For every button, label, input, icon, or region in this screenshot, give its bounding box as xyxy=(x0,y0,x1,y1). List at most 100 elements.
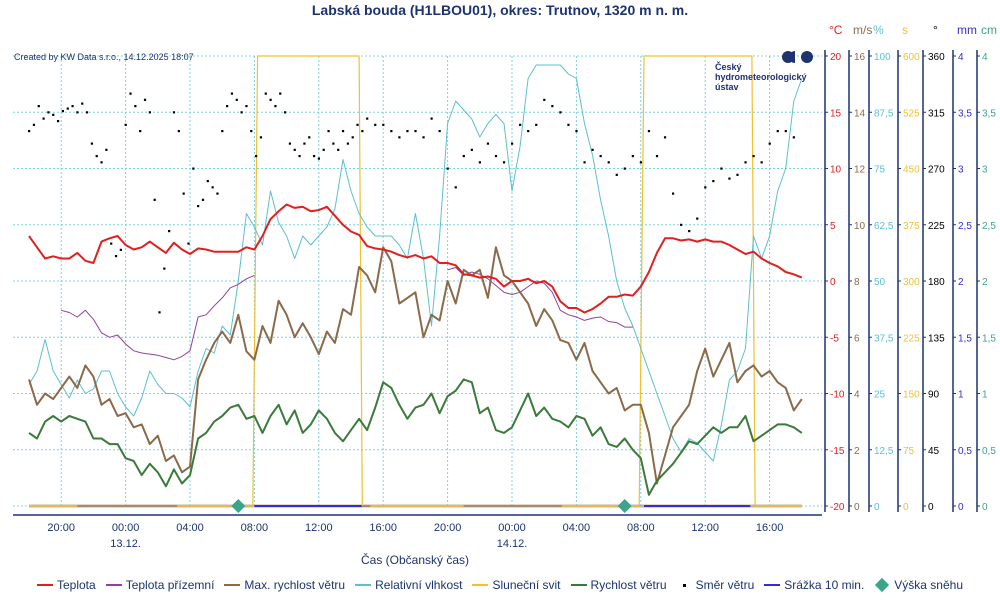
wind-direction-point xyxy=(293,148,296,151)
y-tick-label-wind: 6 xyxy=(854,333,860,344)
y-tick-label-precip: 3 xyxy=(958,165,964,176)
dot-icon xyxy=(682,583,686,587)
wind-direction-point xyxy=(575,130,578,133)
y-tick-label-rh: 37,5 xyxy=(874,333,894,344)
wind-direction-point xyxy=(47,111,50,114)
y-tick-label-dir: 360 xyxy=(928,52,945,63)
y-tick-label-dir: 225 xyxy=(928,221,945,232)
wind-direction-point xyxy=(351,136,354,139)
wind-direction-point xyxy=(288,142,292,145)
wind-direction-point xyxy=(567,123,570,126)
wind-direction-point xyxy=(71,105,74,108)
y-tick-label-temp: 5 xyxy=(830,221,836,232)
line-swatch-icon xyxy=(355,584,372,586)
y-tick-label-snow: 2 xyxy=(982,277,988,288)
wind-direction-point xyxy=(81,102,84,105)
wind-direction-point xyxy=(105,148,108,151)
legend-label: Rychlost větru xyxy=(590,578,667,592)
wind-direction-point xyxy=(720,167,723,170)
wind-direction-point xyxy=(438,130,441,133)
wind-direction-point xyxy=(28,130,31,133)
wind-direction-point xyxy=(201,198,205,201)
wind-direction-point xyxy=(559,111,562,114)
wind-direction-point xyxy=(502,161,506,164)
wind-direction-point xyxy=(158,311,161,314)
y-tick-label-sun: 525 xyxy=(903,108,920,119)
y-tick-label-wind: 8 xyxy=(854,277,860,288)
wind-direction-point xyxy=(259,136,263,139)
series-line-slune-n-svit xyxy=(29,55,802,507)
y-tick-label-rh: 50 xyxy=(874,277,886,288)
wind-direction-point xyxy=(129,92,132,95)
y-tick-label-wind: 10 xyxy=(854,221,866,232)
legend-item: Výška sněhu xyxy=(874,577,963,593)
snow-depth-marker xyxy=(617,499,632,513)
wind-direction-point xyxy=(279,92,282,95)
y-tick-label-rh: 12,5 xyxy=(874,446,894,457)
wind-direction-point xyxy=(322,148,325,151)
y-tick-label-temp: 20 xyxy=(830,52,842,63)
y-tick-label-dir: 0 xyxy=(928,502,934,513)
wind-direction-point xyxy=(168,230,171,233)
y-tick-label-wind: 16 xyxy=(854,52,866,63)
wind-direction-point xyxy=(527,130,530,133)
wind-direction-point xyxy=(90,142,93,145)
wind-direction-point xyxy=(264,92,267,95)
wind-direction-point xyxy=(543,98,546,101)
wind-direction-point xyxy=(382,123,385,126)
logo-line-2: hydrometeorologický xyxy=(715,72,807,82)
wind-direction-point xyxy=(143,98,147,101)
wind-direction-point xyxy=(744,161,747,164)
wind-direction-point xyxy=(535,123,538,126)
wind-direction-point xyxy=(221,130,224,133)
wind-direction-point xyxy=(182,192,185,195)
legend-item: Max. rychlost větru xyxy=(224,578,345,592)
wind-direction-point xyxy=(768,142,771,145)
wind-direction-point xyxy=(728,177,731,180)
wind-direction-point xyxy=(298,155,301,158)
wind-direction-point xyxy=(346,142,349,145)
wind-direction-point xyxy=(187,242,190,245)
x-tick-label: 16:00 xyxy=(756,522,784,534)
y-unit-label-wind: m/s xyxy=(853,23,872,37)
wind-direction-point xyxy=(486,142,490,145)
line-swatch-icon xyxy=(224,584,241,586)
y-tick-label-snow: 2,5 xyxy=(982,221,996,232)
y-tick-label-temp: 15 xyxy=(830,108,842,119)
wind-direction-point xyxy=(283,111,287,114)
wind-direction-point xyxy=(398,136,401,139)
wind-direction-point xyxy=(134,105,137,108)
wind-direction-point xyxy=(390,130,393,133)
wind-direction-point xyxy=(680,223,683,226)
wind-direction-point xyxy=(37,105,40,108)
wind-direction-point xyxy=(406,130,409,133)
wind-direction-point xyxy=(148,111,151,114)
x-tick-label: 08:00 xyxy=(627,522,655,534)
y-tick-label-dir: 90 xyxy=(928,390,940,401)
y-tick-label-precip: 1,5 xyxy=(958,333,972,344)
y-tick-label-sun: 375 xyxy=(903,221,920,232)
y-tick-label-snow: 1 xyxy=(982,390,988,401)
y-unit-label-sun: s xyxy=(902,23,908,37)
wind-direction-point xyxy=(583,161,586,164)
x-tick-label: 12:00 xyxy=(691,522,719,534)
wind-direction-point xyxy=(551,105,554,108)
legend-label: Srážka 10 min. xyxy=(784,578,865,592)
wind-direction-point xyxy=(356,123,359,126)
wind-direction-point xyxy=(647,130,651,133)
wind-direction-point xyxy=(639,161,642,164)
y-tick-label-precip: 2,5 xyxy=(958,221,972,232)
y-tick-label-rh: 75 xyxy=(874,165,886,176)
wind-direction-point xyxy=(308,136,311,139)
x-tick-label: 20:00 xyxy=(434,522,462,534)
y-tick-label-precip: 3,5 xyxy=(958,108,972,119)
diamond-icon xyxy=(875,577,890,593)
wind-direction-point xyxy=(623,167,626,170)
y-tick-label-temp: -10 xyxy=(830,390,845,401)
line-swatch-icon xyxy=(36,584,53,586)
chart-title: Labská bouda (H1LBOU01), okres: Trutnov,… xyxy=(311,2,689,18)
legend-item: Směr větru xyxy=(677,578,754,592)
line-swatch-icon xyxy=(105,584,122,586)
wind-direction-point xyxy=(792,136,795,139)
wind-direction-point xyxy=(422,136,425,139)
